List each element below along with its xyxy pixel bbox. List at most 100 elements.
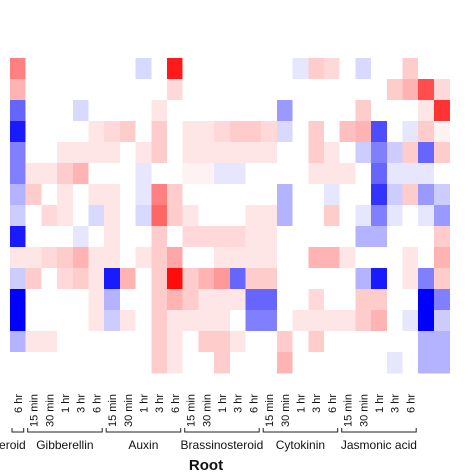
heatmap-cell <box>167 310 183 332</box>
heatmap-cell <box>57 289 74 311</box>
heatmap-cell <box>339 268 356 290</box>
heatmap-cell <box>418 58 435 80</box>
heatmap-cell <box>88 310 105 332</box>
heatmap-cell <box>433 121 450 143</box>
column-tick-label: 30 min <box>280 394 292 427</box>
heatmap-cell <box>229 331 246 353</box>
heatmap-cell <box>433 289 450 311</box>
heatmap-cell <box>151 58 168 80</box>
heatmap-cell <box>72 58 89 80</box>
heatmap-cell <box>339 142 356 164</box>
heatmap-cell <box>167 247 183 269</box>
heatmap-cell <box>324 226 340 248</box>
heatmap-cell <box>57 331 74 353</box>
heatmap-cell <box>198 79 215 101</box>
heatmap-cell <box>292 100 309 122</box>
heatmap-cell <box>355 184 372 206</box>
heatmap-cell <box>72 79 89 101</box>
heatmap-cell <box>167 142 183 164</box>
heatmap-cell <box>41 247 58 269</box>
heatmap-cell <box>198 100 215 122</box>
heatmap-cell <box>308 331 325 353</box>
heatmap-cell <box>355 310 372 332</box>
heatmap-cell <box>292 142 309 164</box>
heatmap-cell <box>104 205 121 227</box>
heatmap-cell <box>119 268 136 290</box>
heatmap-cell <box>355 163 372 185</box>
heatmap-cell <box>167 121 183 143</box>
heatmap-cell <box>119 247 136 269</box>
heatmap-cell <box>88 268 105 290</box>
heatmap-cell <box>339 121 356 143</box>
heatmap-cell <box>182 100 199 122</box>
heatmap-cell <box>402 121 419 143</box>
heatmap-cell <box>57 352 74 374</box>
heatmap-cell <box>402 163 419 185</box>
heatmap-cell <box>402 100 419 122</box>
heatmap-cell <box>386 352 403 374</box>
heatmap-cell <box>198 352 215 374</box>
heatmap-cell <box>182 331 199 353</box>
heatmap-cell <box>151 100 168 122</box>
heatmap-cell <box>308 268 325 290</box>
heatmap-cell <box>402 310 419 332</box>
heatmap-cell <box>104 121 121 143</box>
heatmap-cell <box>229 226 246 248</box>
heatmap-cell <box>292 121 309 143</box>
heatmap-cell <box>386 79 403 101</box>
heatmap-cell <box>324 121 340 143</box>
heatmap-cell <box>135 163 152 185</box>
heatmap-cell <box>324 100 340 122</box>
column-tick-label: 3 hr <box>76 394 88 413</box>
heatmap-cell <box>229 268 246 290</box>
heatmap-cell <box>135 226 152 248</box>
heatmap-cell <box>261 352 278 374</box>
column-tick-label: 6 hr <box>13 394 25 413</box>
heatmap-cell <box>433 79 450 101</box>
column-tick-label: 15 min <box>107 394 119 427</box>
heatmap-cell <box>339 58 356 80</box>
heatmap-cell <box>72 100 89 122</box>
heatmap-cell <box>324 310 340 332</box>
heatmap-cell <box>57 58 74 80</box>
heatmap-cell <box>261 121 278 143</box>
heatmap-cell <box>418 163 435 185</box>
heatmap-cell <box>41 268 58 290</box>
heatmap-cell <box>324 79 340 101</box>
heatmap-cell <box>339 79 356 101</box>
heatmap-cell <box>261 310 278 332</box>
heatmap-cell <box>10 205 26 227</box>
heatmap-cell <box>324 331 340 353</box>
heatmap-cell <box>10 163 26 185</box>
heatmap-cell <box>135 184 152 206</box>
group-labels: ...eroid Gibberellin Auxin Brassinosteroid C… <box>0 438 417 452</box>
heatmap-cell <box>41 184 58 206</box>
heatmap-cell <box>119 58 136 80</box>
heatmap-cell <box>119 142 136 164</box>
heatmap-cell <box>355 352 372 374</box>
heatmap-cell <box>167 205 183 227</box>
heatmap-cell <box>72 184 89 206</box>
heatmap-cell <box>88 58 105 80</box>
column-tick-labels: 6 hr 15 min 30 min 1 hr 3 hr 6 hr 15 min 30 min… <box>13 394 418 427</box>
heatmap-cell <box>402 289 419 311</box>
heatmap-cell <box>10 58 26 80</box>
heatmap-cell <box>371 310 388 332</box>
heatmap-cell <box>151 121 168 143</box>
heatmap-cell <box>198 163 215 185</box>
heatmap-cell <box>135 100 152 122</box>
column-tick-label: 1 hr <box>217 394 229 413</box>
heatmap-cell <box>402 142 419 164</box>
heatmap-cell <box>135 58 152 80</box>
heatmap-cell <box>198 58 215 80</box>
heatmap-cell <box>261 184 278 206</box>
heatmap-cell <box>88 79 105 101</box>
heatmap-cell <box>10 289 26 311</box>
heatmap-cell <box>104 289 121 311</box>
group-bracket <box>341 428 417 433</box>
heatmap-cell <box>418 100 435 122</box>
heatmap-cell <box>292 58 309 80</box>
heatmap-cell <box>25 268 42 290</box>
heatmap-cell <box>104 79 121 101</box>
heatmap-cell <box>261 58 278 80</box>
